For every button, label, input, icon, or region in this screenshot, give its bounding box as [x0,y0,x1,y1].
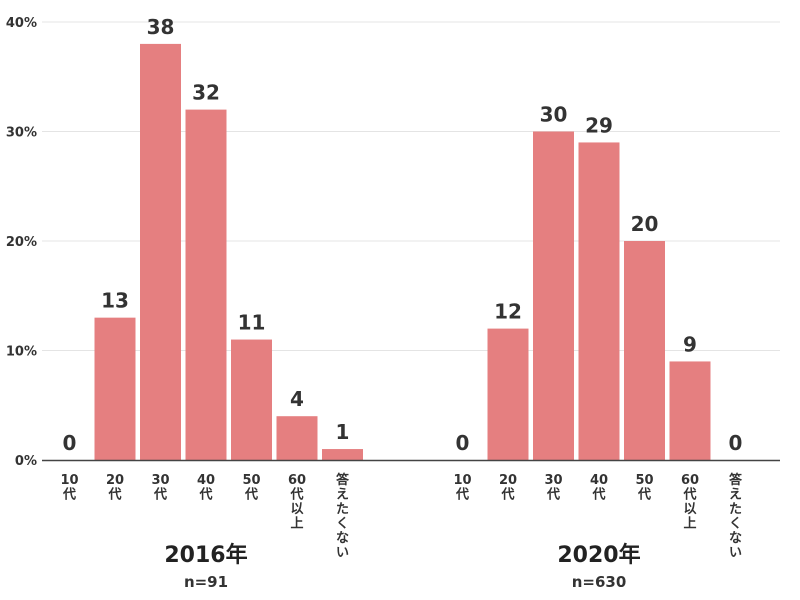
value-label: 1 [336,420,350,444]
value-label: 32 [192,81,220,105]
category-label: 20 代 [106,473,124,503]
category-label: 50 代 [635,473,653,503]
y-tick-label: 10% [6,345,37,360]
value-label: 29 [585,113,613,137]
bar [578,142,620,460]
value-labels: 0 13 38 32 11 4 1 0 12 30 29 20 9 0 [63,15,743,455]
y-tick-label: 30% [6,126,37,141]
category-label: 40 代 [590,473,608,503]
y-axis: 0% 10% 20% 30% 40% [6,16,37,469]
category-label: 60 代以上 [681,473,699,532]
bar [322,449,363,460]
value-label: 0 [63,431,77,455]
group-title: 2016年 [164,542,247,568]
value-label: 9 [683,332,697,356]
bars [94,43,711,461]
bar [276,416,318,460]
bar [669,361,711,460]
bar [185,109,227,460]
bar [624,241,665,460]
sample-size-label: n=91 [184,573,228,591]
bar [94,317,136,460]
category-label: 10 代 [60,473,78,503]
category-label: 60 代以上 [288,473,306,532]
category-labels: 10 代 20 代 30 代 40 代 50 代 60 代以上 答えたくない 10 代 20 代 30 代 40 代 50… [60,472,743,561]
bar [140,43,181,461]
group-labels: 2016年 n=91 2020年 n=630 [164,542,640,591]
value-label: 0 [456,431,470,455]
category-label: 50 代 [242,473,260,503]
sample-size-label: n=630 [572,573,627,591]
value-label: 0 [729,431,743,455]
category-label: 答えたくない [729,472,743,561]
category-label: 30 代 [151,473,169,503]
value-label: 30 [540,103,568,127]
category-label: 20 代 [499,473,517,503]
bar [533,131,574,460]
value-label: 11 [238,311,266,335]
y-tick-label: 0% [15,454,37,469]
y-tick-label: 20% [6,235,37,250]
category-label: 30 代 [544,473,562,503]
group-title: 2020年 [557,542,640,568]
value-label: 38 [147,15,175,39]
value-label: 20 [631,212,659,236]
category-label: 答えたくない [336,472,350,561]
bar [487,328,529,460]
y-tick-label: 40% [6,16,37,31]
value-label: 12 [494,300,522,324]
bar [231,339,272,460]
value-label: 4 [290,387,304,411]
category-label: 10 代 [453,473,471,503]
category-label: 40 代 [197,473,215,503]
value-label: 13 [101,289,129,313]
